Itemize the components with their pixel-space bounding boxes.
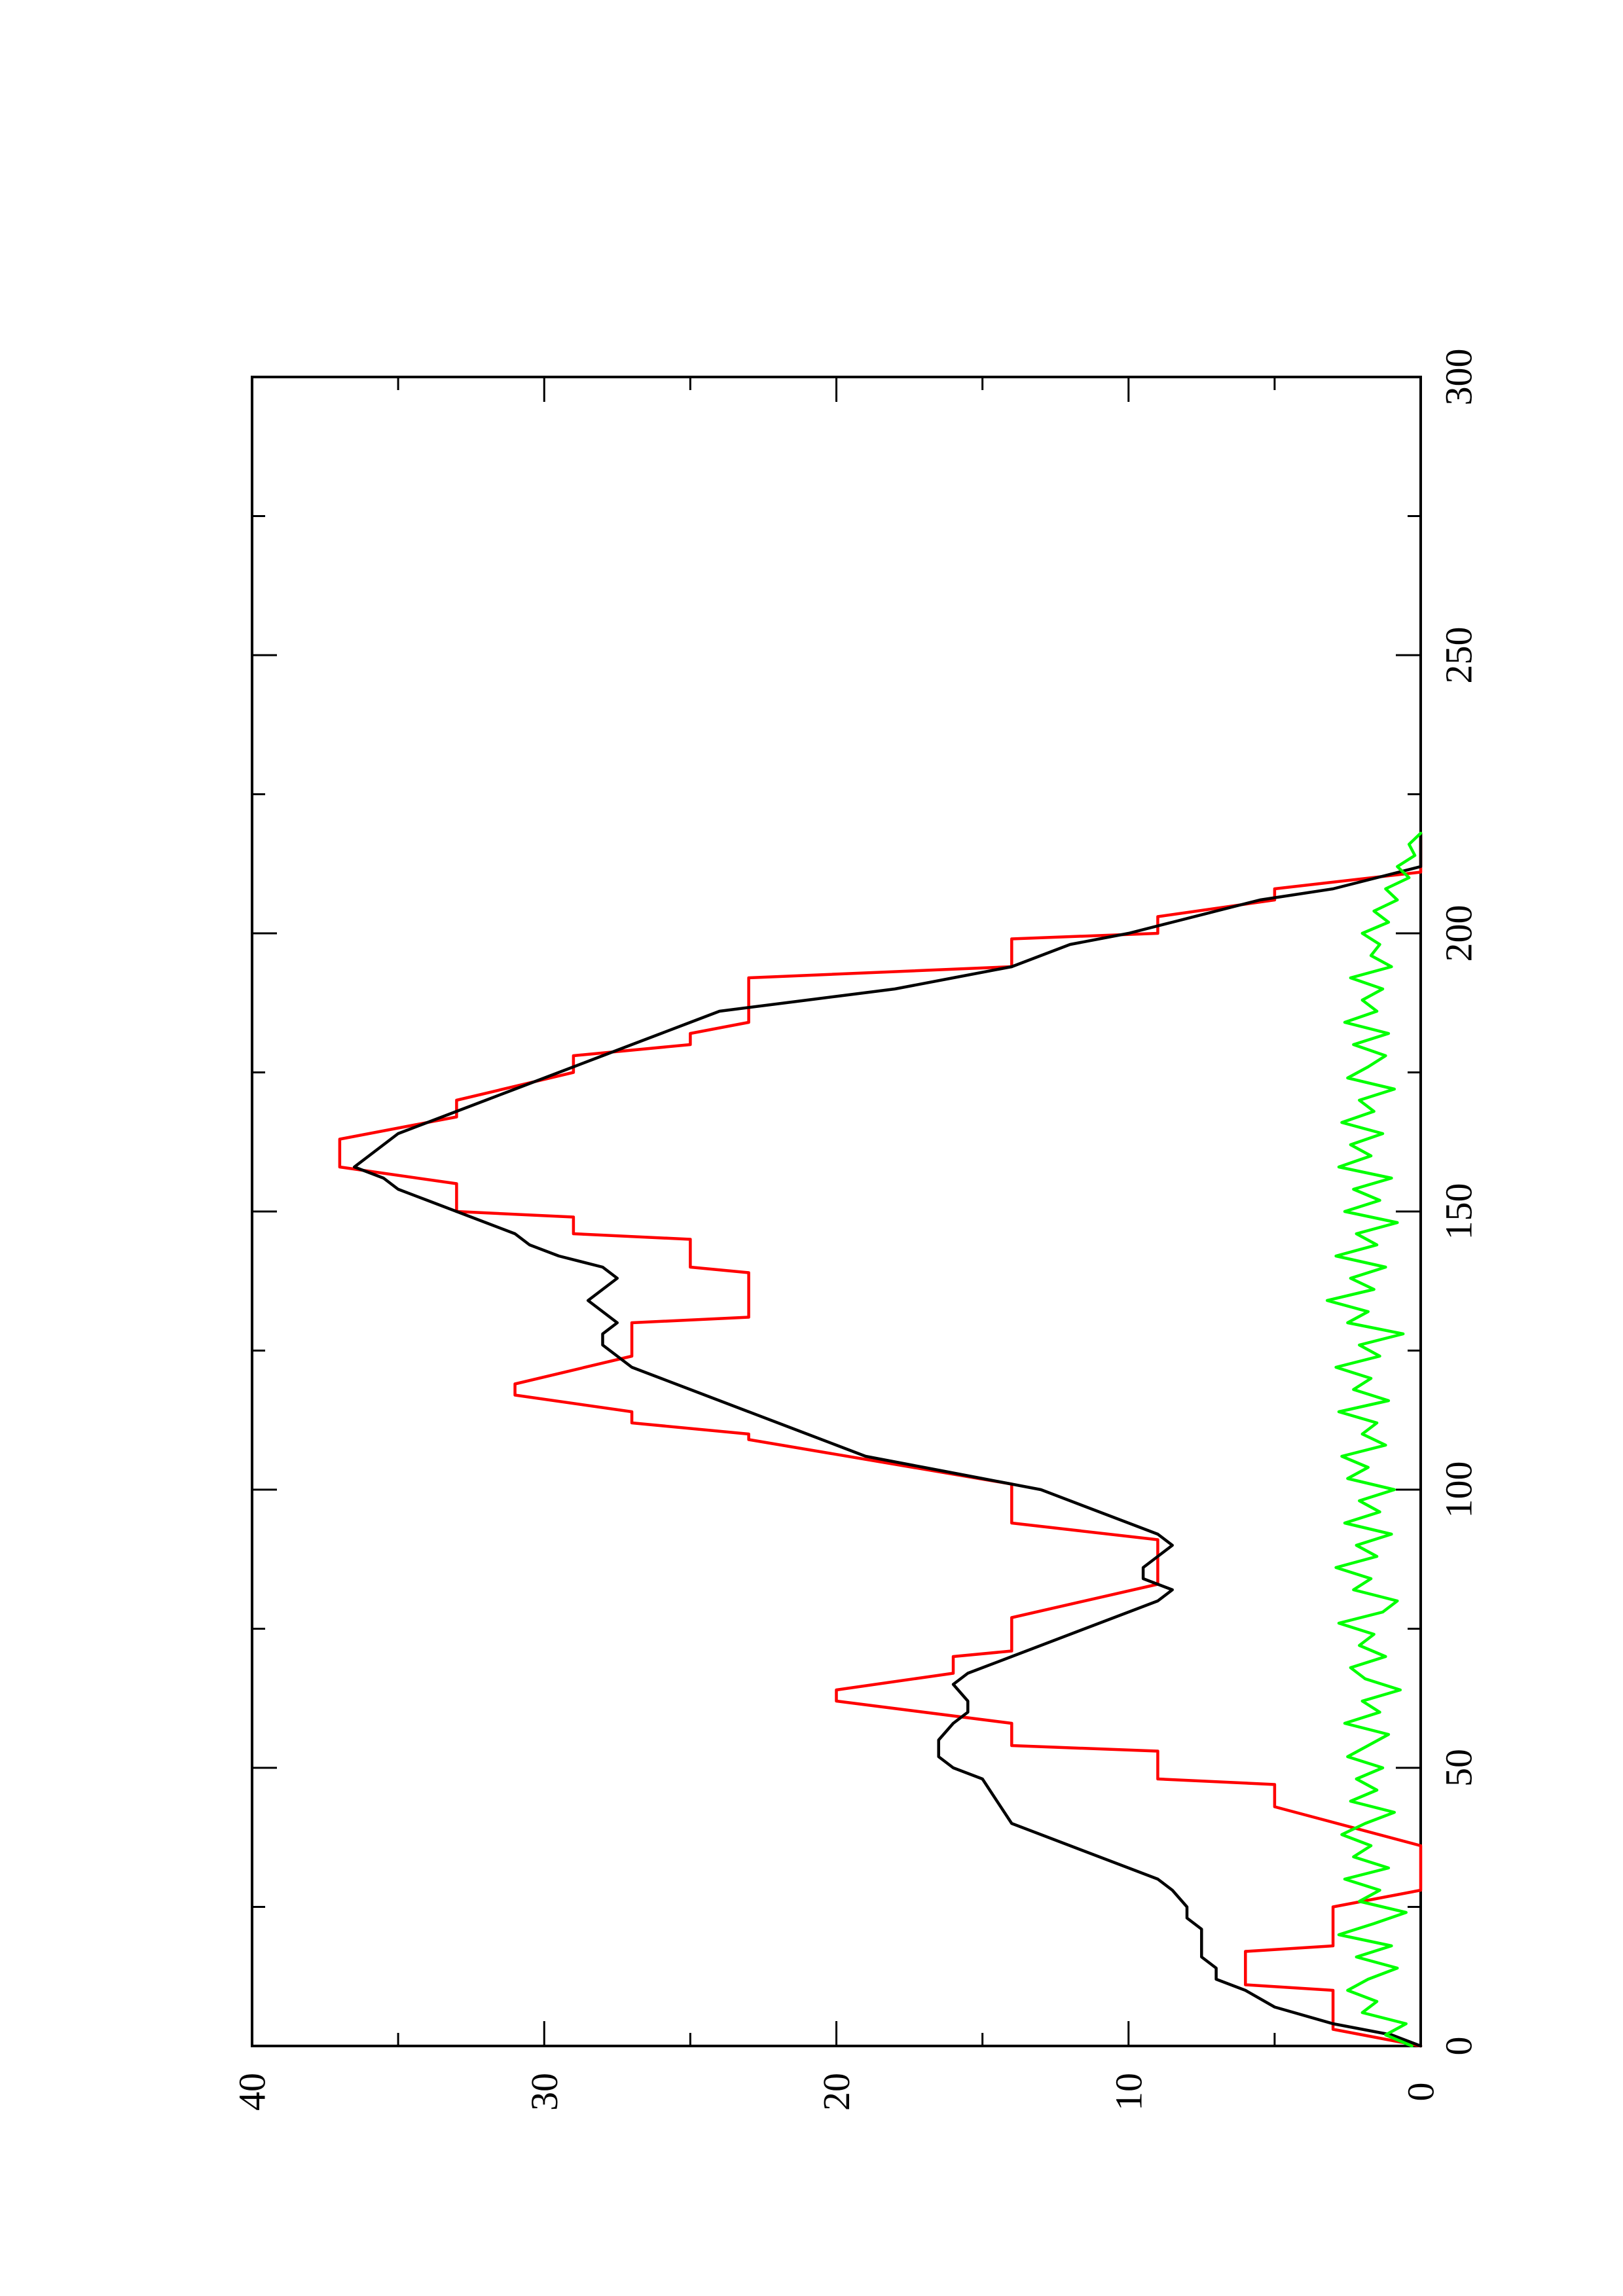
y-tick-label: 40 — [231, 2073, 274, 2111]
series-line-3 — [1325, 831, 1423, 2048]
plot-frame — [251, 376, 1422, 2047]
x-tick-label: 50 — [1438, 1749, 1480, 1787]
y-tick-label: 30 — [523, 2073, 566, 2111]
axis-ticks — [251, 376, 1422, 2047]
x-tick-label: 0 — [1438, 2037, 1480, 2056]
series-line-1 — [338, 831, 1423, 2048]
axis-tick-labels: 0 50 100 150 200 250 300 0 10 20 30 40 — [231, 349, 1480, 2111]
y-tick-label: 20 — [815, 2073, 858, 2111]
series-lines — [338, 831, 1423, 2048]
x-tick-label: 250 — [1438, 627, 1480, 684]
y-tick-label: 10 — [1107, 2073, 1150, 2111]
x-tick-label: 200 — [1438, 905, 1480, 962]
x-tick-label: 100 — [1438, 1462, 1480, 1518]
series-line-2 — [352, 831, 1423, 2048]
x-tick-label: 150 — [1438, 1183, 1480, 1240]
x-tick-label: 300 — [1438, 349, 1480, 406]
y-tick-label: 0 — [1400, 2083, 1442, 2102]
